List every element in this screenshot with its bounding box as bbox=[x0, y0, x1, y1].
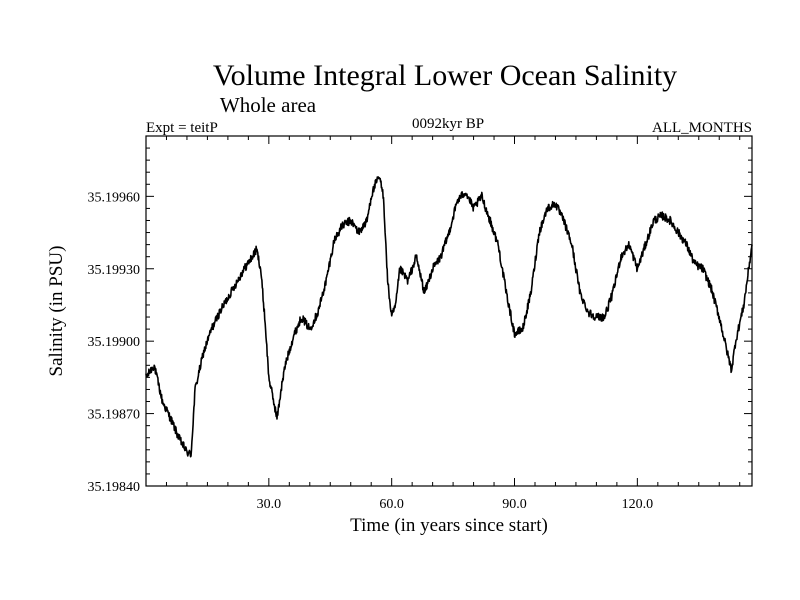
plot-frame bbox=[145, 135, 753, 487]
experiment-label: Expt = teitP bbox=[146, 120, 218, 136]
y-tick-label: 35.19900 bbox=[88, 335, 141, 350]
period-label: 0092kyr BP bbox=[412, 116, 484, 132]
y-tick-label: 35.19840 bbox=[88, 480, 141, 495]
chart-title: Volume Integral Lower Ocean Salinity bbox=[213, 59, 677, 92]
x-axis-label: Time (in years since start) bbox=[350, 515, 548, 536]
x-tick-label: 60.0 bbox=[379, 497, 404, 512]
y-tick-label: 35.19870 bbox=[88, 408, 141, 423]
x-tick-label: 120.0 bbox=[622, 497, 654, 512]
axis-ticks bbox=[146, 136, 752, 487]
chart-subtitle: Whole area bbox=[220, 93, 317, 117]
x-tick-label: 90.0 bbox=[502, 497, 527, 512]
months-label: ALL_MONTHS bbox=[652, 120, 752, 136]
y-tick-label: 35.19960 bbox=[88, 190, 141, 205]
axis-tick-labels: 30.0 60.0 90.0 120.0 35.19840 35.19870 35.1990… bbox=[88, 190, 654, 512]
x-tick-label: 30.0 bbox=[257, 497, 282, 512]
y-tick-label: 35.19930 bbox=[88, 263, 141, 278]
salinity-series-line bbox=[145, 176, 753, 458]
y-axis-label: Salinity (in PSU) bbox=[46, 246, 67, 377]
